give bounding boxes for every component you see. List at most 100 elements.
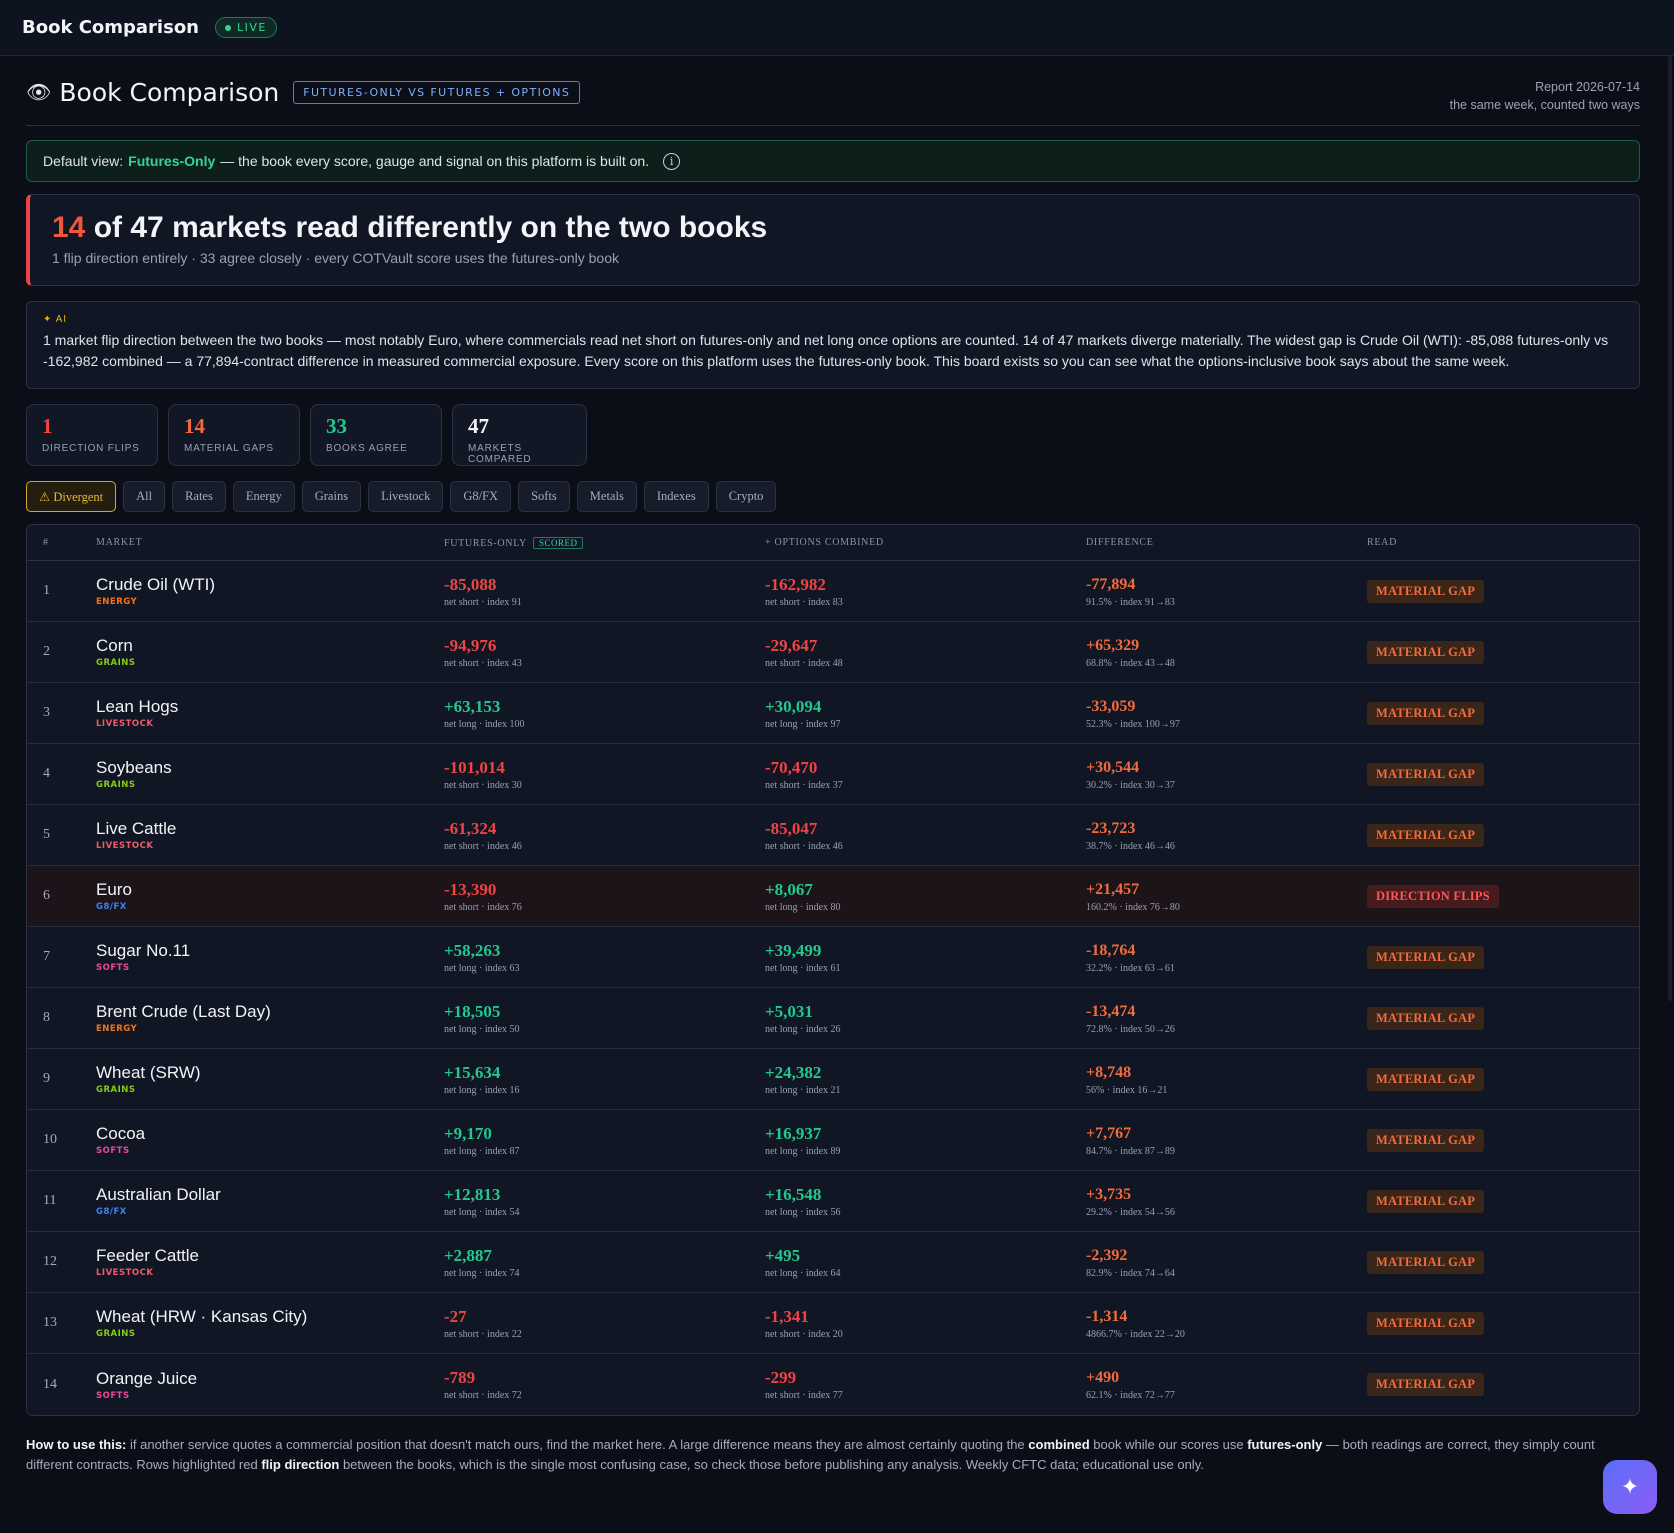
- difference-value: +490: [1086, 1369, 1120, 1386]
- futures-only-cell: -94,976 net short · index 43: [444, 636, 765, 669]
- read-badge: MATERIAL GAP: [1367, 579, 1485, 603]
- page-title: Book Comparison: [59, 78, 280, 107]
- note-text-2: book while our scores use: [1089, 1437, 1248, 1452]
- hero-summary: 14 of 47 markets read differently on the…: [26, 194, 1640, 286]
- col-options-combined[interactable]: + OPTIONS COMBINED: [765, 537, 884, 548]
- market-name[interactable]: Corn: [96, 636, 133, 655]
- tab-softs[interactable]: Softs: [518, 481, 570, 512]
- futures-only-detail: net short · index 43: [444, 657, 522, 669]
- market-cell: Cocoa SOFTS: [96, 1124, 444, 1156]
- table-row[interactable]: 7 Sugar No.11 SOFTS +58,263 net long · index…: [27, 927, 1639, 988]
- read-badge: MATERIAL GAP: [1367, 1189, 1485, 1213]
- market-cell: Sugar No.11 SOFTS: [96, 941, 444, 973]
- combined-value: +16,937: [765, 1123, 822, 1143]
- difference-value: -77,894: [1086, 575, 1136, 593]
- market-name[interactable]: Lean Hogs: [96, 697, 179, 716]
- futures-only-detail: net long · index 100: [444, 718, 525, 730]
- table-row[interactable]: 14 Orange Juice SOFTS -789 net short · index…: [27, 1354, 1639, 1415]
- market-name[interactable]: Orange Juice: [96, 1368, 198, 1388]
- market-name[interactable]: Euro: [96, 880, 132, 899]
- difference-value: +3,735: [1086, 1185, 1132, 1203]
- read-badge: DIRECTION FLIPS: [1367, 884, 1499, 908]
- market-name[interactable]: Wheat (SRW): [96, 1063, 201, 1082]
- tab-livestock[interactable]: Livestock: [368, 481, 444, 512]
- market-name[interactable]: Australian Dollar: [96, 1185, 221, 1204]
- scrollbar[interactable]: [1668, 56, 1672, 1001]
- scored-badge: SCORED: [532, 536, 584, 549]
- table-row[interactable]: 6 Euro G8/FX -13,390 net short · index 76 +8,…: [27, 866, 1639, 927]
- row-rank: 1: [43, 583, 50, 598]
- combined-detail: net short · index 46: [765, 840, 843, 852]
- market-category: GRAINS: [96, 780, 136, 790]
- tab-rates[interactable]: Rates: [172, 481, 226, 512]
- read-badge: MATERIAL GAP: [1367, 1006, 1485, 1030]
- col-read[interactable]: READ: [1367, 537, 1398, 548]
- comparison-table: # MARKET FUTURES-ONLY SCORED + OPTIONS CO…: [26, 524, 1640, 1416]
- difference-cell: -18,764 32.2% · index 63→61: [1086, 941, 1367, 974]
- table-row[interactable]: 13 Wheat (HRW · Kansas City) GRAINS -27 net …: [27, 1293, 1639, 1354]
- info-icon[interactable]: i: [663, 152, 681, 170]
- table-row[interactable]: 1 Crude Oil (WTI) ENERGY -85,088 net short ·…: [27, 561, 1639, 622]
- market-category: GRAINS: [96, 658, 136, 668]
- futures-only-value: -13,390: [444, 879, 497, 899]
- table-row[interactable]: 8 Brent Crude (Last Day) ENERGY +18,505 net …: [27, 988, 1639, 1049]
- market-name[interactable]: Live Cattle: [96, 819, 177, 838]
- market-category: SOFTS: [96, 1390, 130, 1401]
- read-badge: MATERIAL GAP: [1367, 1128, 1485, 1152]
- market-name[interactable]: Feeder Cattle: [96, 1246, 199, 1265]
- ai-assistant-button[interactable]: ✦: [1603, 1460, 1657, 1514]
- tab-all[interactable]: All: [123, 481, 166, 512]
- table-row[interactable]: 11 Australian Dollar G8/FX +12,813 net long …: [27, 1171, 1639, 1232]
- combined-detail: net long · index 64: [765, 1267, 841, 1279]
- difference-detail: 82.9% · index 74→64: [1086, 1267, 1175, 1279]
- table-row[interactable]: 2 Corn GRAINS -94,976 net short · index 43 -2…: [27, 622, 1639, 683]
- tab-grains[interactable]: Grains: [301, 481, 362, 512]
- row-rank: 4: [43, 766, 50, 781]
- market-name[interactable]: Brent Crude (Last Day): [96, 1002, 271, 1021]
- futures-only-value: +2,887: [444, 1245, 492, 1265]
- market-name[interactable]: Cocoa: [96, 1124, 146, 1143]
- futures-only-value: +63,153: [444, 696, 501, 716]
- tab-indexes[interactable]: Indexes: [643, 481, 709, 512]
- default-view-banner: Default view: Futures-Only — the book ev…: [26, 140, 1640, 182]
- combined-cell: +30,094 net long · index 97: [765, 697, 1086, 730]
- combined-cell: +495 net long · index 64: [765, 1246, 1086, 1279]
- col-difference[interactable]: DIFFERENCE: [1086, 537, 1154, 548]
- market-name[interactable]: Sugar No.11: [96, 941, 191, 960]
- col-rank[interactable]: #: [43, 537, 49, 548]
- col-market[interactable]: MARKET: [96, 537, 143, 548]
- tab-energy[interactable]: Energy: [232, 481, 295, 512]
- futures-only-cell: +15,634 net long · index 16: [444, 1063, 765, 1096]
- combined-cell: +39,499 net long · index 61: [765, 941, 1086, 974]
- note-bold-flip: flip direction: [261, 1457, 340, 1472]
- table-row[interactable]: 12 Feeder Cattle LIVESTOCK +2,887 net long ·…: [27, 1232, 1639, 1293]
- market-name[interactable]: Wheat (HRW · Kansas City): [96, 1307, 308, 1326]
- stat-direction-flips: 1 DIRECTION FLIPS: [26, 404, 158, 466]
- table-row[interactable]: 3 Lean Hogs LIVESTOCK +63,153 net long · ind…: [27, 683, 1639, 744]
- table-row[interactable]: 10 Cocoa SOFTS +9,170 net long · index 87 +16…: [27, 1110, 1639, 1171]
- read-badge: MATERIAL GAP: [1367, 1067, 1485, 1091]
- sparkle-icon: ✦: [1620, 1474, 1640, 1499]
- col-futures-only[interactable]: FUTURES-ONLY SCORED: [444, 536, 765, 549]
- tab-g8fx[interactable]: G8/FX: [450, 481, 512, 512]
- read-cell: MATERIAL GAP: [1367, 1128, 1639, 1152]
- app-brand[interactable]: Book Comparison: [22, 17, 199, 38]
- market-name[interactable]: Soybeans: [96, 758, 172, 777]
- tab-divergent[interactable]: ⚠ Divergent: [26, 481, 117, 512]
- market-name[interactable]: Crude Oil (WTI): [96, 575, 215, 594]
- futures-only-detail: net long · index 54: [444, 1206, 520, 1218]
- difference-detail: 29.2% · index 54→56: [1086, 1206, 1175, 1218]
- row-rank: 11: [43, 1193, 57, 1208]
- note-bold-futures-only: futures-only: [1247, 1437, 1323, 1452]
- table-row[interactable]: 4 Soybeans GRAINS -101,014 net short · index…: [27, 744, 1639, 805]
- table-row[interactable]: 5 Live Cattle LIVESTOCK -61,324 net short · …: [27, 805, 1639, 866]
- tab-crypto[interactable]: Crypto: [715, 481, 777, 512]
- futures-only-cell: +2,887 net long · index 74: [444, 1246, 765, 1279]
- difference-cell: +30,544 30.2% · index 30→37: [1086, 758, 1367, 791]
- table-row[interactable]: 9 Wheat (SRW) GRAINS +15,634 net long · inde…: [27, 1049, 1639, 1110]
- tab-metals[interactable]: Metals: [576, 481, 637, 512]
- binoculars-icon: 👁: [26, 82, 52, 104]
- difference-detail: 72.8% · index 50→26: [1086, 1023, 1175, 1035]
- stats-row: 1 DIRECTION FLIPS 14 MATERIAL GAPS 33 BOOKS…: [26, 404, 1640, 466]
- read-cell: MATERIAL GAP: [1367, 1189, 1639, 1213]
